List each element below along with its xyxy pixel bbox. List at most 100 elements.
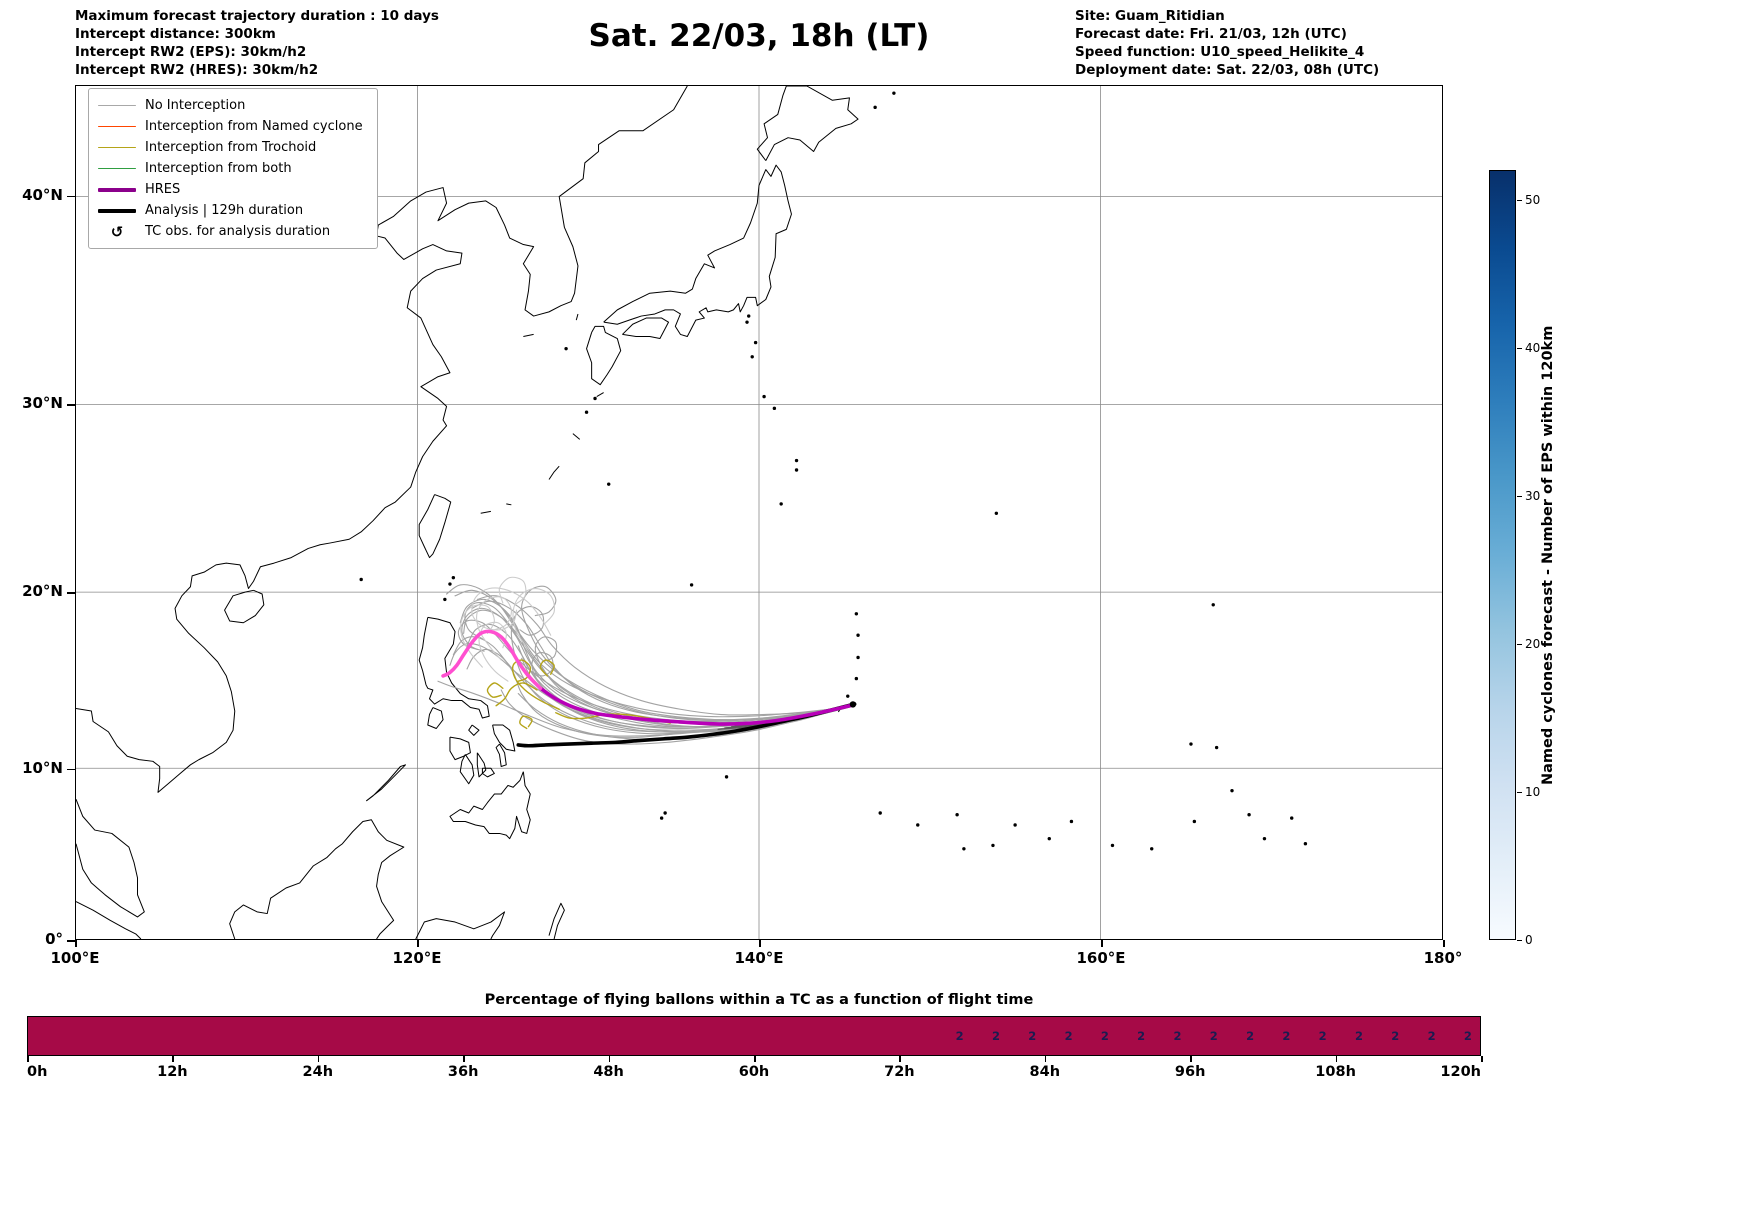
bottom-tick-label: 108h	[1315, 1064, 1356, 1080]
bottom-tick-mark	[754, 1056, 756, 1062]
legend-line-sample	[98, 146, 136, 149]
legend-item-label: Analysis | 129h duration	[145, 203, 304, 218]
bar-count-label: 2	[1209, 1029, 1218, 1043]
legend-item-label: No Interception	[145, 98, 246, 113]
bar-count-label: 2	[1427, 1029, 1436, 1043]
bottom-tick-label: 60h	[738, 1064, 770, 1080]
legend-line-sample	[98, 104, 136, 107]
bottom-chart-title: Percentage of flying ballons within a TC…	[484, 992, 1034, 1008]
bar-count-label: 2	[1463, 1029, 1472, 1043]
bottom-tick-mark	[317, 1056, 320, 1062]
colorbar-tick-mark	[1517, 199, 1522, 201]
colorbar-tick-mark	[1517, 347, 1522, 349]
colorbar-tick-mark	[1517, 791, 1522, 794]
bottom-tick-mark	[27, 1056, 29, 1062]
x-tick-label: 140°E	[734, 949, 784, 967]
hres-track	[538, 686, 855, 726]
y-tick-mark	[67, 768, 75, 771]
x-tick-label: 120°E	[392, 949, 442, 967]
x-tick-mark	[417, 940, 419, 947]
bottom-tick-label: 0h	[27, 1064, 48, 1080]
bar-count-label: 2	[991, 1029, 1001, 1043]
bar-count-label: 2	[1173, 1029, 1182, 1043]
y-tick-label: 20°N	[22, 582, 63, 601]
header-right: Site: Guam_Ritidian Forecast date: Fri. …	[1075, 7, 1379, 79]
colorbar-tick-label: 10	[1525, 784, 1541, 799]
colorbar-tick-label: 50	[1525, 192, 1541, 207]
colorbar-tick-label: 20	[1525, 636, 1541, 651]
map-canvas	[76, 86, 1442, 939]
header-right-line-1: Site: Guam_Ritidian	[1075, 8, 1225, 24]
legend-line-sample	[98, 187, 136, 192]
bottom-tick-mark	[1044, 1056, 1047, 1062]
x-tick-label: 180°	[1423, 949, 1463, 967]
colorbar-tick-mark	[1517, 940, 1522, 942]
page-title: Sat. 22/03, 18h (LT)	[588, 18, 930, 54]
bottom-tick-label: 12h	[157, 1064, 188, 1080]
legend-item-label: Interception from Trochoid	[145, 140, 317, 155]
coastlines	[76, 86, 859, 939]
bottom-tick-mark	[899, 1056, 901, 1062]
x-tick-mark	[75, 940, 77, 947]
bottom-tick-label: 120h	[1440, 1064, 1481, 1080]
launch-site-marker	[849, 701, 857, 708]
bar-count-label: 2	[1064, 1029, 1073, 1043]
y-tick-label: 0°	[45, 930, 63, 948]
colorbar-label: Named cyclones forecast - Number of EPS …	[1540, 325, 1556, 785]
y-tick-label: 30°N	[22, 394, 63, 413]
colorbar-tick-label: 0	[1525, 933, 1533, 947]
legend-item-4: HRES	[98, 179, 363, 200]
x-tick-mark	[1101, 940, 1103, 947]
legend-item-0: No Interception	[98, 95, 363, 116]
legend-item-2: Interception from Trochoid	[98, 137, 363, 158]
tc-obs-icon: ↺	[110, 222, 124, 241]
map-legend: No Interception Interception from Named c…	[88, 88, 378, 249]
colorbar-tick-mark	[1517, 643, 1522, 646]
bottom-tick-mark	[463, 1056, 465, 1062]
bottom-tick-label: 72h	[884, 1064, 915, 1080]
ensemble-tracks	[437, 584, 845, 745]
bottom-tick-label: 36h	[447, 1064, 479, 1080]
header-right-line-3: Speed function: U10_speed_Helikite_4	[1075, 44, 1365, 60]
bar-count-label: 2	[1354, 1029, 1364, 1043]
island-dots	[359, 91, 1308, 851]
bottom-tick-label: 96h	[1174, 1064, 1206, 1080]
bar-count-label: 2	[1100, 1029, 1109, 1043]
legend-line-sample	[98, 208, 136, 213]
header-left-line-4: Intercept RW2 (HRES): 30km/h2	[75, 62, 319, 78]
bottom-tick-label: 24h	[302, 1064, 334, 1080]
legend-line-sample	[98, 167, 136, 170]
header-right-line-2: Forecast date: Fri. 21/03, 12h (UTC)	[1075, 26, 1347, 42]
bar-count-label: 2	[955, 1029, 964, 1043]
bottom-tick-label: 48h	[593, 1064, 624, 1080]
bottom-tick-label: 84h	[1029, 1064, 1061, 1080]
bar-count-label: 2	[1028, 1029, 1037, 1043]
hres-track-late	[441, 629, 543, 691]
y-tick-label: 10°N	[22, 758, 63, 777]
y-tick-mark	[67, 404, 75, 406]
colorbar-tick-label: 30	[1525, 488, 1541, 503]
y-tick-mark	[67, 940, 75, 942]
bottom-tick-mark	[1481, 1056, 1483, 1062]
bar-count-label: 2	[1246, 1029, 1255, 1043]
legend-line-sample	[98, 125, 136, 128]
legend-item-label: HRES	[145, 182, 181, 197]
colorbar-tick-mark	[1517, 495, 1522, 497]
y-tick-mark	[67, 592, 75, 594]
header-right-line-4: Deployment date: Sat. 22/03, 08h (UTC)	[1075, 62, 1380, 78]
y-tick-mark	[67, 195, 75, 198]
colorbar	[1489, 170, 1516, 940]
x-tick-label: 160°E	[1076, 949, 1126, 967]
bottom-bar: 2 2 2 2 2 2 2 2 2 2 2 2 2 2 2	[27, 1016, 1481, 1056]
header-left-line-3: Intercept RW2 (EPS): 30km/h2	[75, 44, 307, 60]
header-left: Maximum forecast trajectory duration : 1…	[75, 7, 439, 79]
header-left-line-1: Maximum forecast trajectory duration : 1…	[75, 8, 439, 24]
legend-item-3: Interception from both	[98, 158, 363, 179]
x-tick-mark	[759, 940, 761, 947]
bar-count-label: 2	[1137, 1029, 1146, 1043]
bottom-tick-mark	[172, 1056, 174, 1062]
bottom-tick-mark	[1335, 1056, 1338, 1062]
colorbar-tick-label: 40	[1525, 340, 1541, 355]
bar-count-label: 2	[1282, 1029, 1291, 1043]
